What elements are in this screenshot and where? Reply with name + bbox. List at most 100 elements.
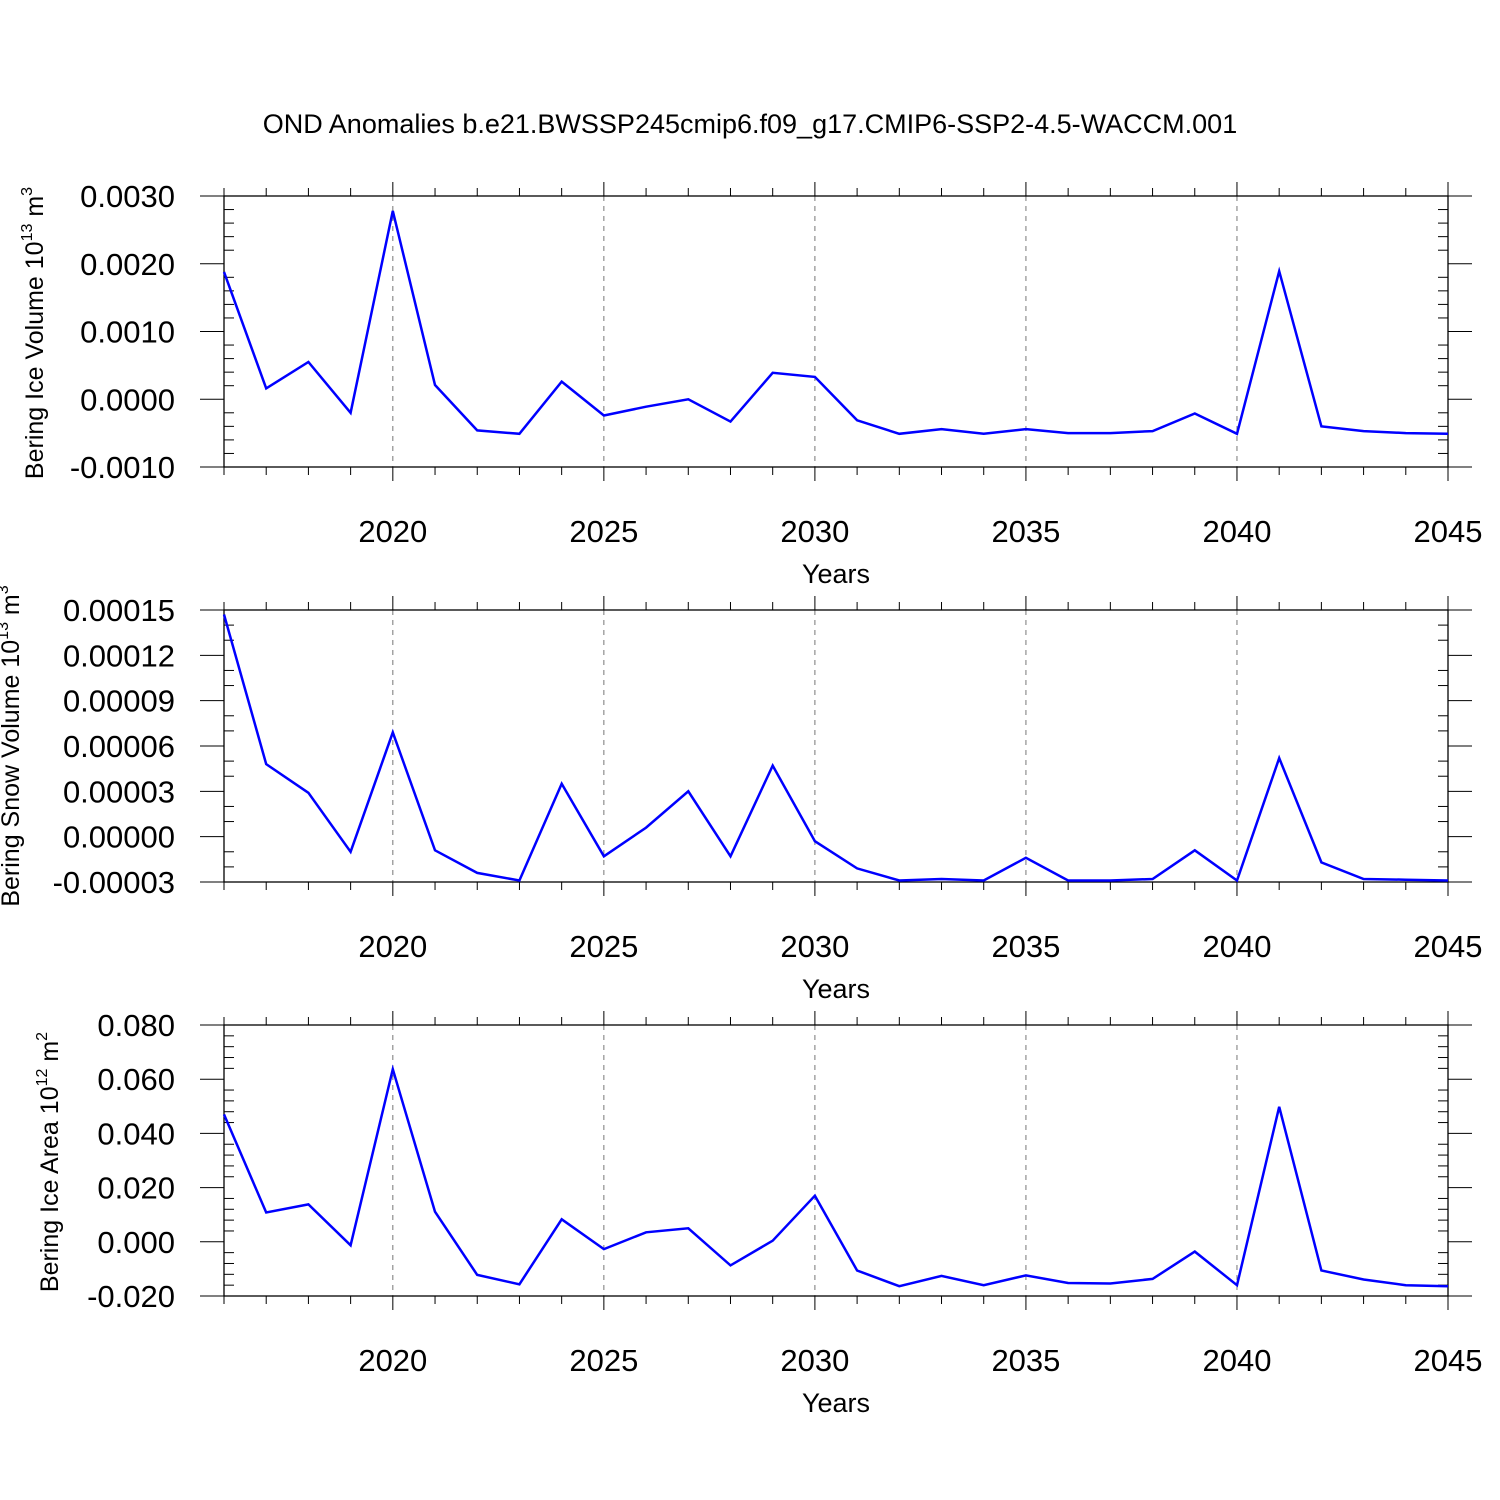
data-point — [686, 789, 690, 793]
data-point — [306, 1202, 310, 1206]
plot-frame — [223, 1024, 1449, 1297]
data-point — [1108, 878, 1112, 882]
x-tick-label: 2025 — [569, 514, 638, 549]
series-line — [222, 1064, 1449, 1288]
data-point — [222, 613, 226, 617]
series-line — [222, 210, 1449, 436]
data-point — [391, 730, 395, 734]
x-tick-label: 2045 — [1414, 929, 1483, 964]
data-point — [517, 878, 521, 882]
data-point — [391, 1067, 395, 1071]
data-point — [391, 209, 395, 213]
y-tick-label: 0.00006 — [63, 729, 175, 764]
data-point — [1066, 878, 1070, 882]
data-point — [1108, 1282, 1112, 1286]
data-point — [1446, 1284, 1450, 1288]
data-point — [813, 839, 817, 843]
data-point — [1404, 431, 1408, 435]
xlabel: Years — [802, 1388, 870, 1418]
x-tick-label: 2040 — [1202, 1343, 1271, 1378]
ylabel: Bering Snow Volume 1013 m3 — [0, 585, 25, 906]
data-point — [1319, 1269, 1323, 1273]
x-tick-label: 2040 — [1202, 514, 1271, 549]
y-tick-label: 0.0030 — [80, 179, 175, 214]
data-point — [686, 397, 690, 401]
data-point — [940, 427, 944, 431]
ylabel: Bering Ice Volume 1013 m3 — [19, 187, 49, 479]
data-point — [897, 1284, 901, 1288]
data-point — [264, 762, 268, 766]
y-tick-label: -0.0010 — [70, 450, 175, 485]
data-point — [771, 764, 775, 768]
chart-title: OND Anomalies b.e21.BWSSP245cmip6.f09_g1… — [263, 109, 1237, 139]
data-point — [433, 848, 437, 852]
y-tick-label: 0.00003 — [63, 774, 175, 809]
y-tick-label: 0.040 — [97, 1116, 175, 1151]
data-point — [1319, 860, 1323, 864]
data-point — [1235, 1283, 1239, 1287]
panel-snow-volume: Bering Snow Volume 1013 m3 Years 2020 202… — [0, 585, 1482, 1004]
data-point — [1362, 429, 1366, 433]
data-point — [728, 420, 732, 424]
data-point — [560, 1217, 564, 1221]
data-point — [982, 1283, 986, 1287]
data-point — [517, 1282, 521, 1286]
x-tick-label: 2030 — [780, 929, 849, 964]
panel-ice-area: Bering Ice Area 1012 m2 Years 2020 2025 20… — [34, 1008, 1482, 1418]
data-point — [560, 782, 564, 786]
data-point — [644, 826, 648, 830]
data-point — [1066, 1281, 1070, 1285]
data-point — [813, 1194, 817, 1198]
x-tick-label: 2045 — [1414, 1343, 1483, 1378]
x-tick-label: 2020 — [358, 1343, 427, 1378]
data-point — [475, 1273, 479, 1277]
data-point — [1362, 1277, 1366, 1281]
data-point — [222, 270, 226, 274]
x-tick-label: 2035 — [991, 1343, 1060, 1378]
data-point — [982, 878, 986, 882]
data-point — [1277, 1105, 1281, 1109]
data-point — [602, 1247, 606, 1251]
data-point — [1066, 431, 1070, 435]
panel-ice-volume: Bering Ice Volume 1013 m3 Years 2020 2025… — [19, 179, 1482, 589]
data-point — [602, 854, 606, 858]
plot-frame — [223, 609, 1449, 883]
xlabel: Years — [802, 559, 870, 589]
data-point — [1151, 429, 1155, 433]
data-point — [349, 850, 353, 854]
data-point — [1024, 856, 1028, 860]
data-point — [1319, 424, 1323, 428]
x-tick-label: 2025 — [569, 929, 638, 964]
data-point — [897, 878, 901, 882]
y-tick-label: 0.00015 — [63, 593, 175, 628]
data-point — [1108, 431, 1112, 435]
data-point — [940, 877, 944, 881]
data-point — [1151, 1277, 1155, 1281]
data-point — [940, 1274, 944, 1278]
y-tick-label: 0.0000 — [80, 382, 175, 417]
data-point — [1193, 848, 1197, 852]
y-tick-label: 0.00000 — [63, 820, 175, 855]
data-point — [1404, 1283, 1408, 1287]
data-point — [855, 418, 859, 422]
data-point — [306, 360, 310, 364]
y-tick-label: 0.080 — [97, 1008, 175, 1043]
data-point — [264, 386, 268, 390]
x-tick-label: 2030 — [780, 1343, 849, 1378]
y-tick-label: 0.00012 — [63, 638, 175, 673]
y-tick-label: -0.020 — [87, 1279, 175, 1314]
data-point — [855, 866, 859, 870]
data-point — [1277, 269, 1281, 273]
data-point — [560, 380, 564, 384]
data-point — [813, 375, 817, 379]
data-point — [728, 854, 732, 858]
y-tick-label: 0.0010 — [80, 315, 175, 350]
data-point — [771, 1239, 775, 1243]
y-tick-label: 0.000 — [97, 1225, 175, 1260]
data-point — [728, 1263, 732, 1267]
ylabel: Bering Ice Area 1012 m2 — [34, 1032, 64, 1292]
data-point — [982, 432, 986, 436]
y-tick-label: -0.00003 — [53, 865, 175, 900]
x-tick-label: 2020 — [358, 929, 427, 964]
